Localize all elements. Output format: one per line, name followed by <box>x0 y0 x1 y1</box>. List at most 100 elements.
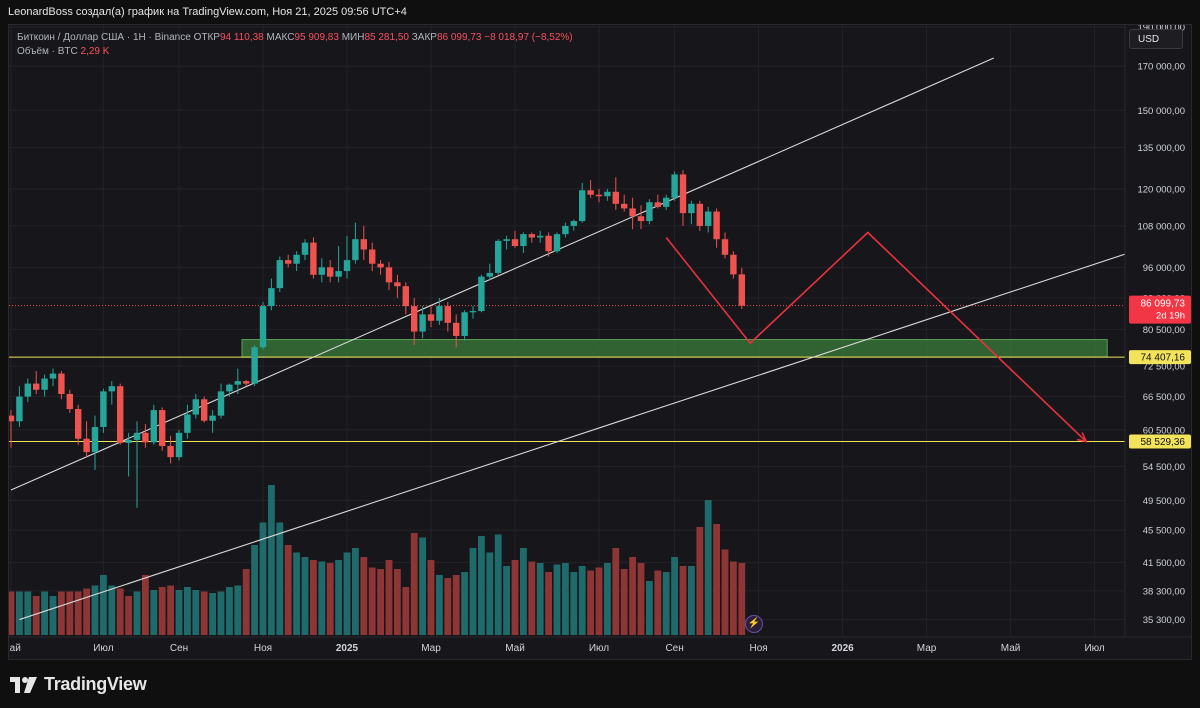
volume-bar <box>116 588 124 635</box>
candle-body <box>553 234 561 252</box>
candle-body <box>604 191 611 197</box>
y-tick-label: 66 500,00 <box>1143 392 1185 403</box>
candle-body <box>352 239 359 261</box>
volume-value: 2,29 K <box>80 46 110 57</box>
candle-body <box>226 384 233 392</box>
tradingview-brand: TradingView <box>44 674 147 694</box>
y-tick-label: 38 300,00 <box>1143 586 1185 597</box>
volume-bar <box>9 591 15 635</box>
volume-bar <box>158 587 166 635</box>
volume-bar <box>578 566 586 635</box>
volume-bar <box>620 569 628 635</box>
candle-body <box>444 306 451 323</box>
current-price-label: 86 099,73 <box>1141 299 1186 310</box>
level-price-box <box>1129 434 1191 449</box>
high-label: МАКС <box>266 32 295 43</box>
volume-bar <box>385 560 393 635</box>
candle-body <box>671 174 678 198</box>
candle-body <box>537 235 544 238</box>
volume-bar <box>175 590 183 635</box>
volume-bar <box>100 575 107 635</box>
y-tick-label: 41 500,00 <box>1143 558 1185 569</box>
x-tick-label: Май <box>1001 643 1021 654</box>
candle-body <box>402 286 409 307</box>
legend-line-1: Биткоин / Доллар США · 1Н · Binance ОТКР… <box>17 31 573 45</box>
y-tick-label: 54 500,00 <box>1143 462 1185 473</box>
volume-bar <box>469 548 477 635</box>
volume-bar <box>637 563 645 635</box>
volume-bar <box>360 557 368 635</box>
volume-bar <box>83 588 90 635</box>
x-tick-label: Мар <box>917 643 937 654</box>
level-price-box <box>1129 350 1191 365</box>
volume-bar <box>688 566 695 635</box>
candle-body <box>184 414 191 433</box>
volume-bar <box>335 560 342 635</box>
candle-body <box>24 383 31 397</box>
candle-body <box>629 208 636 217</box>
close-label: ЗАКР <box>411 32 437 43</box>
candle-body <box>310 242 317 275</box>
level-price-label: 74 407,16 <box>1141 353 1186 364</box>
x-tick-label: Июл <box>589 643 609 654</box>
y-tick-label: 72 500,00 <box>1143 362 1185 373</box>
candle-body <box>730 254 737 275</box>
volume-bar <box>24 591 32 635</box>
candle-body <box>696 203 703 226</box>
volume-bar <box>436 575 443 635</box>
volume-bar <box>368 567 376 635</box>
trendline <box>10 57 995 491</box>
volume-bar <box>108 585 116 635</box>
time-axis-background <box>9 637 1191 659</box>
candle-body <box>293 254 300 264</box>
volume-bar <box>377 569 384 635</box>
candle-body <box>427 314 435 321</box>
volume-bar <box>402 587 410 635</box>
legend-line-2: Объём · BTC 2,29 K <box>17 45 573 59</box>
volume-bar <box>66 591 74 635</box>
volume-bar <box>461 572 468 635</box>
volume-bar <box>200 591 208 635</box>
y-tick-label: 120 000,00 <box>1137 184 1185 195</box>
y-tick-label: 80 500,00 <box>1143 325 1185 336</box>
volume-bar <box>142 575 149 635</box>
projection-arrowhead <box>1077 432 1088 443</box>
candle-body <box>654 202 661 207</box>
footer: TradingView <box>0 660 1200 708</box>
level-price-label: 58 529,36 <box>1141 437 1186 448</box>
x-tick-label: Июл <box>93 643 113 654</box>
volume-bar <box>679 566 687 635</box>
volume-bar <box>654 570 662 635</box>
candle-body <box>511 239 519 247</box>
currency-button[interactable]: USD <box>1129 29 1183 49</box>
candle-body <box>520 234 527 247</box>
volume-bar <box>410 533 418 635</box>
volume-bar <box>704 500 712 635</box>
tradingview-logo[interactable]: TradingView <box>10 674 147 695</box>
candle-body <box>486 272 493 277</box>
candle-body <box>142 432 149 443</box>
x-tick-label: Сен <box>170 643 188 654</box>
candle-body <box>343 260 351 272</box>
candle-body <box>621 203 628 209</box>
volume-label: Объём · BTC <box>17 46 78 57</box>
candle-body <box>335 271 342 277</box>
volume-bar <box>696 527 704 635</box>
volume-bar <box>604 563 611 635</box>
price-scale-background <box>1125 25 1191 659</box>
volume-bar <box>444 578 452 635</box>
candle-body <box>9 415 15 422</box>
current-price-box <box>1129 295 1191 324</box>
candle-body <box>91 427 99 453</box>
candle-body <box>688 203 695 214</box>
volume-bar <box>310 560 317 635</box>
x-tick-label: Июл <box>1084 643 1104 654</box>
candle-body <box>150 410 157 443</box>
candle-body <box>369 249 376 264</box>
bolt-icon[interactable]: ⚡ <box>745 615 763 633</box>
volume-bar <box>612 548 620 635</box>
volume-bar <box>41 591 48 635</box>
candle-body <box>503 239 510 241</box>
